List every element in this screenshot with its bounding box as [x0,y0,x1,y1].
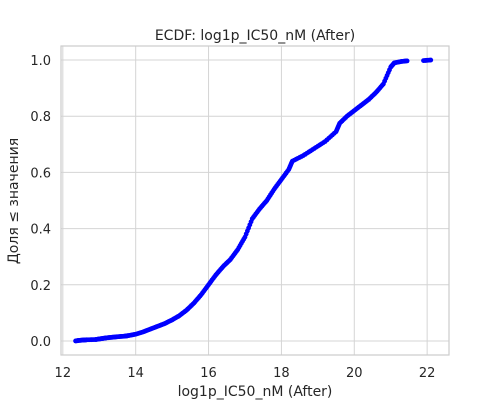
data-point [404,58,410,64]
y-axis-label: Доля ≤ значения [6,138,22,264]
x-tick-label: 18 [273,366,290,381]
data-point [428,57,434,63]
grid-layer [61,46,449,355]
x-tick-label: 20 [346,366,363,381]
y-tick-label: 0.6 [30,166,51,181]
y-tick-label: 0.4 [30,223,51,238]
points-layer [73,57,434,344]
x-tick-label: 16 [200,366,217,381]
x-tick-label: 12 [55,366,72,381]
y-tick-label: 0.8 [30,110,51,125]
x-tick-label: 14 [127,366,144,381]
y-tick-label: 0.2 [30,279,51,294]
x-tick-label: 22 [419,366,436,381]
plot-frame [60,45,450,356]
tick-label-layer: 12 14 16 18 20 22 0.0 0.2 0.4 0.6 0.8 1.0 [30,54,435,381]
y-tick-label: 1.0 [30,54,51,69]
y-tick-label: 0.0 [30,335,51,350]
chart-title: ECDF: log1p_IC50_nM (After) [155,28,355,44]
x-axis-label: log1p_IC50_nM (After) [178,384,333,400]
